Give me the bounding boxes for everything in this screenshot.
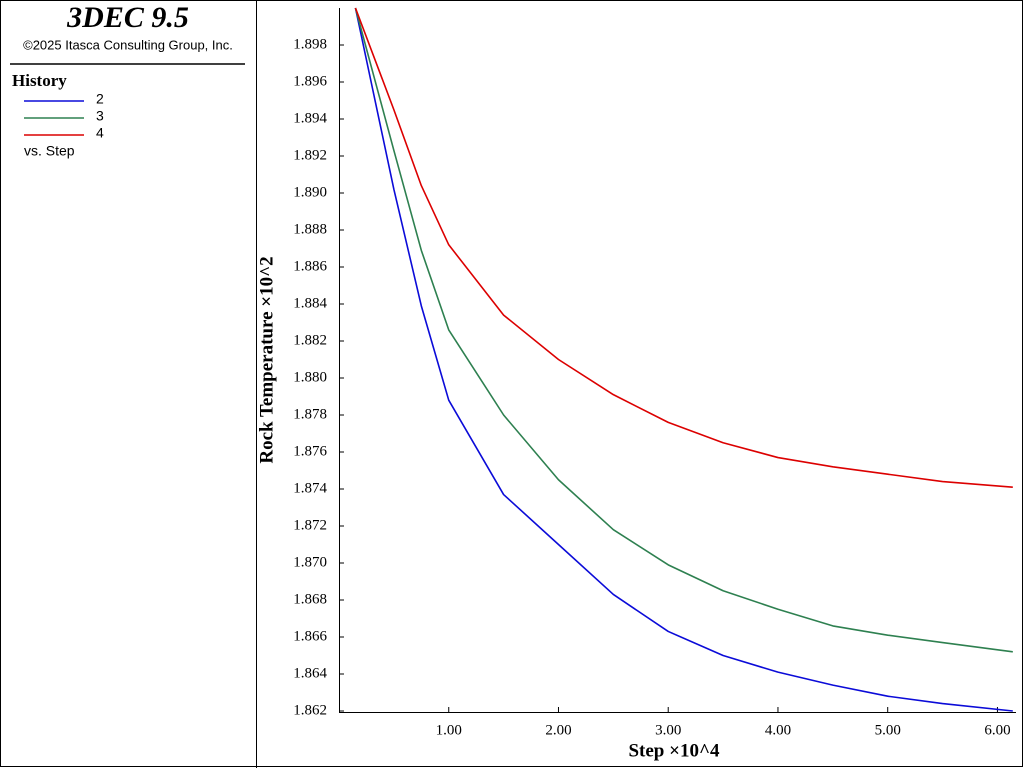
legend-title: History	[12, 71, 67, 90]
x-tick-label: 3.00	[655, 722, 681, 738]
x-axis-label: Step ×10^4	[628, 740, 720, 761]
y-tick-label: 1.862	[293, 702, 327, 718]
x-tick-label: 5.00	[875, 722, 901, 738]
series-line	[354, 7, 1013, 712]
legend-note: vs. Step	[24, 143, 75, 159]
x-tick-label: 4.00	[765, 722, 791, 738]
series-line	[354, 7, 1013, 488]
y-tick-label: 1.872	[293, 517, 327, 533]
y-tick-label: 1.888	[293, 221, 327, 237]
app-title: 3DEC 9.5	[66, 1, 189, 34]
y-tick-label: 1.876	[293, 443, 327, 459]
y-tick-label: 1.878	[293, 406, 327, 422]
x-tick-label: 6.00	[984, 722, 1010, 738]
y-tick-label: 1.898	[293, 36, 327, 52]
y-axis-label: Rock Temperature ×10^2	[256, 256, 277, 463]
x-tick-label: 2.00	[545, 722, 571, 738]
legend-label: 4	[96, 125, 104, 141]
y-tick-label: 1.892	[293, 147, 327, 163]
y-tick-label: 1.884	[293, 295, 327, 311]
y-tick-label: 1.886	[293, 258, 327, 274]
copyright: ©2025 Itasca Consulting Group, Inc.	[23, 37, 233, 52]
y-tick-label: 1.870	[293, 554, 327, 570]
legend: 234	[24, 91, 104, 141]
x-tick-label: 1.00	[436, 722, 462, 738]
y-tick-label: 1.874	[293, 480, 327, 496]
y-tick-label: 1.896	[293, 73, 327, 89]
legend-label: 2	[96, 91, 104, 107]
y-tick-label: 1.890	[293, 184, 327, 200]
y-tick-label: 1.866	[293, 628, 327, 644]
y-tick-label: 1.880	[293, 369, 327, 385]
y-tick-label: 1.864	[293, 665, 327, 681]
series-line	[354, 7, 1013, 653]
legend-label: 3	[96, 108, 104, 124]
y-tick-label: 1.894	[293, 110, 327, 126]
y-tick-label: 1.868	[293, 591, 327, 607]
y-tick-label: 1.882	[293, 332, 327, 348]
